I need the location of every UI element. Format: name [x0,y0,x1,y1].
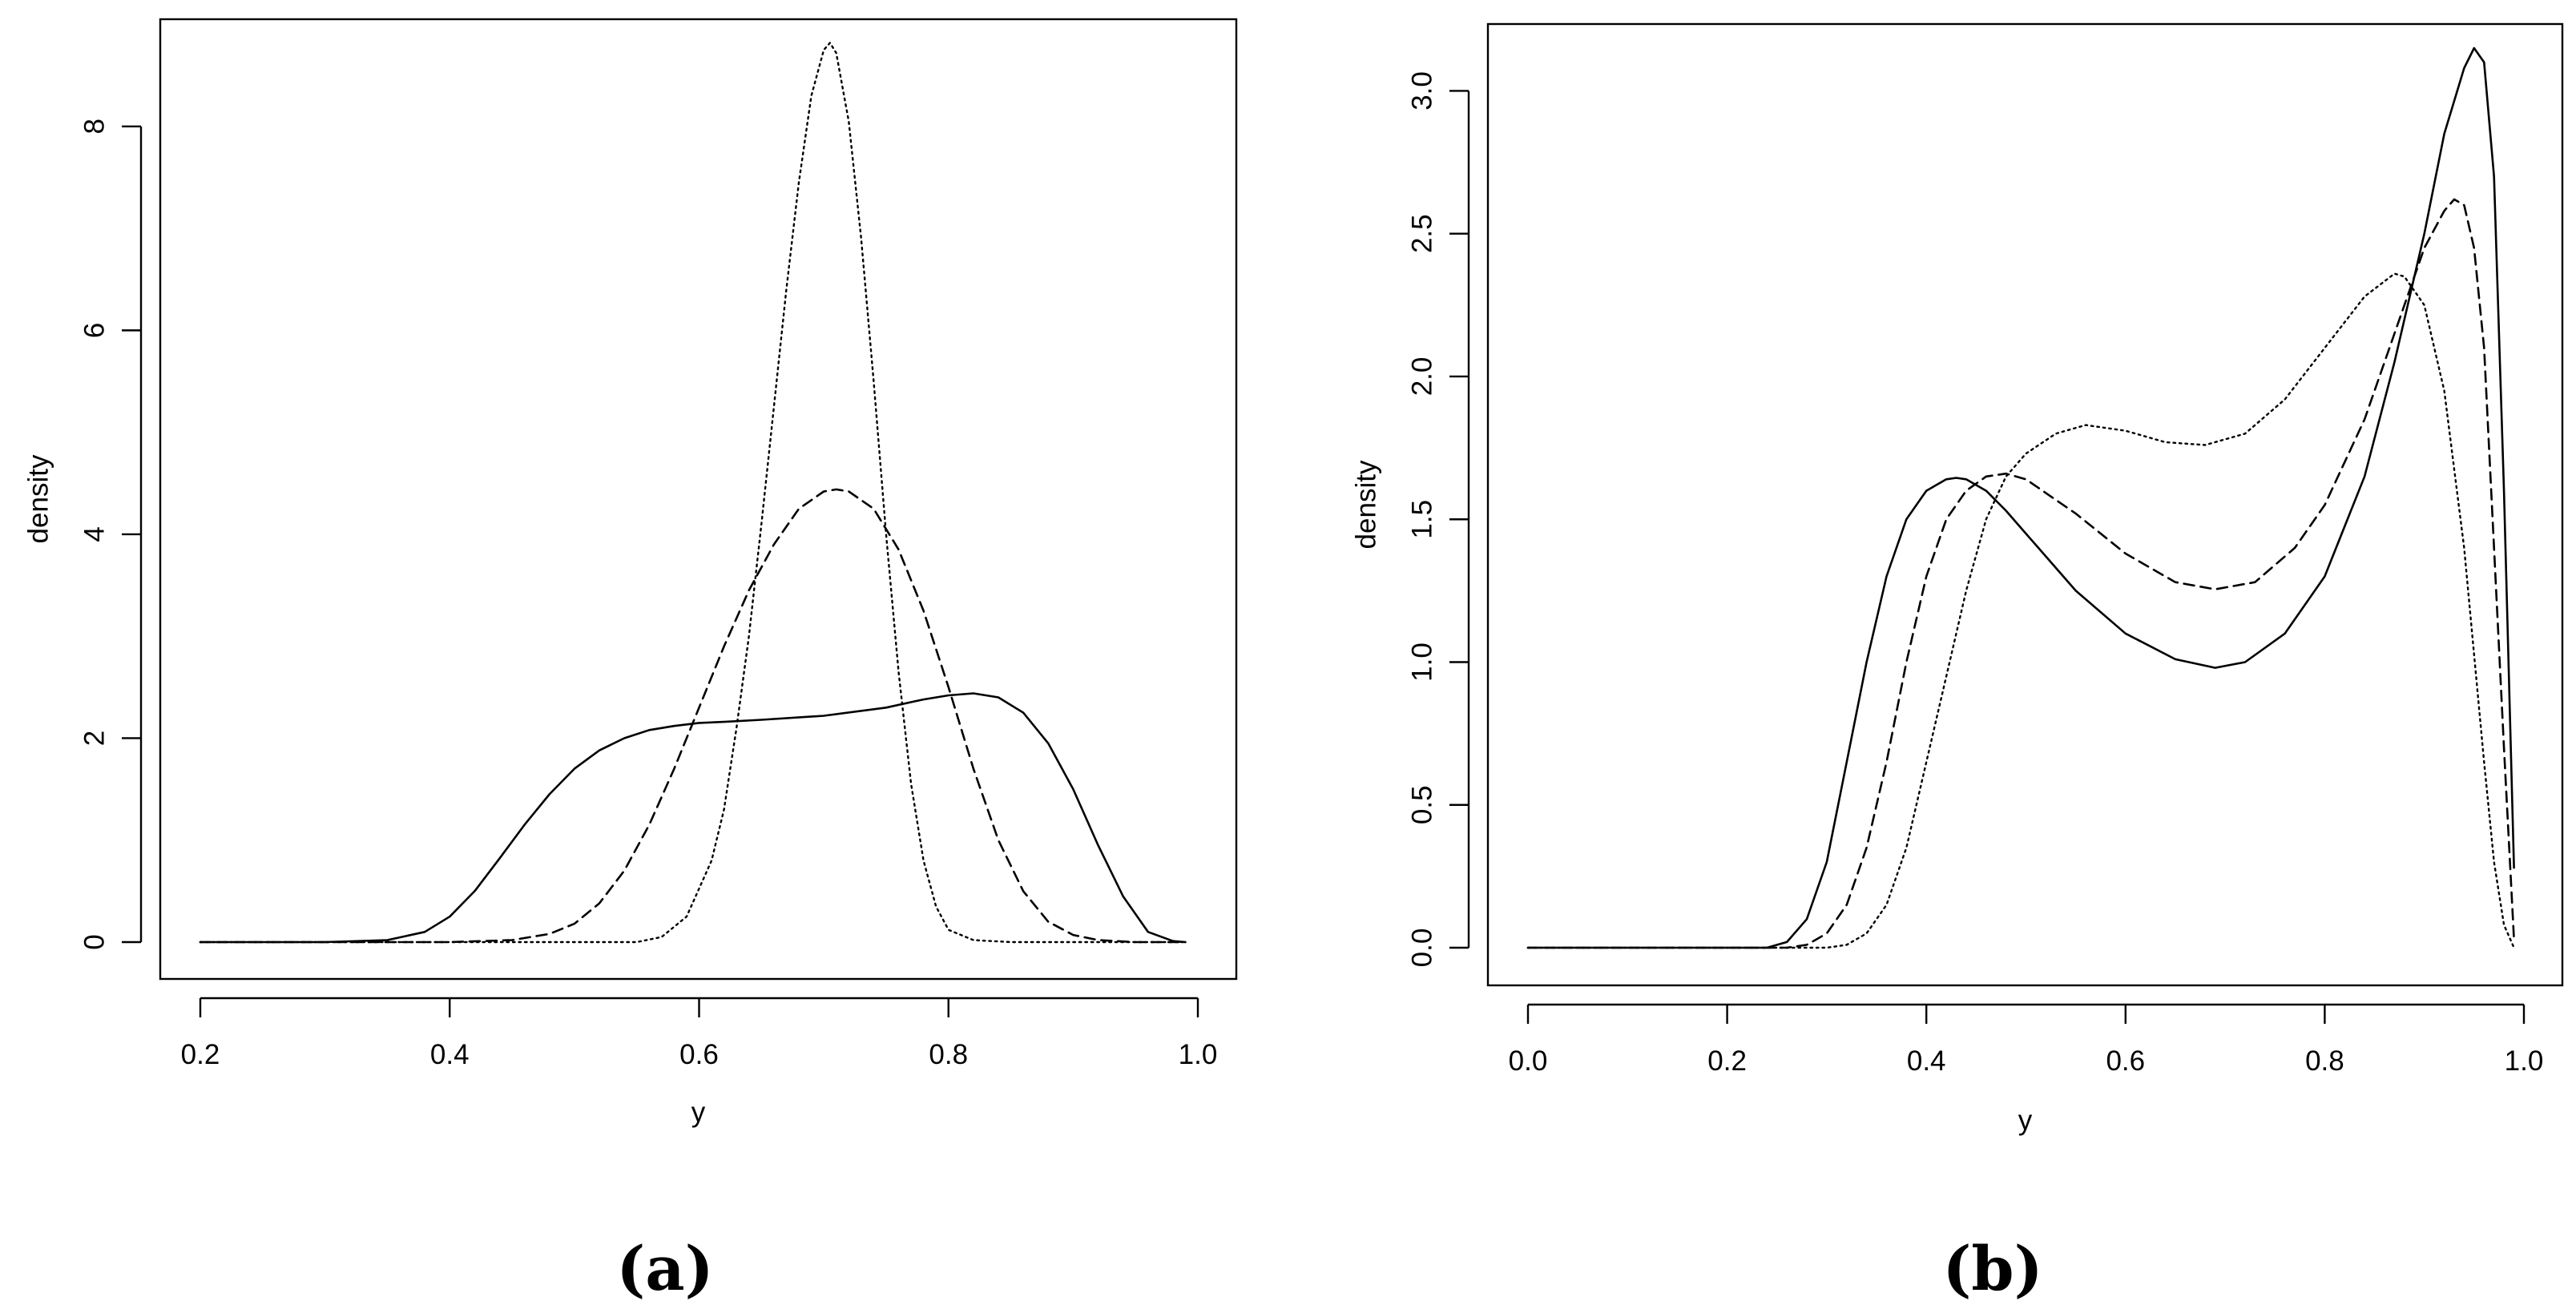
x-tick-label: 0.4 [430,1039,470,1070]
panel-caption: (b) [1942,1233,2042,1304]
y-tick-label: 0.0 [1407,928,1438,968]
y-tick-label: 3.0 [1407,71,1438,111]
series-line-dashed [199,488,1187,944]
y-axis-label: density [1351,460,1382,549]
x-axis-label: y [691,1097,706,1128]
series-line-solid [199,692,1187,944]
y-tick-label: 0.5 [1407,785,1438,824]
panel-b: 0.0 0.2 0.4 0.6 0.8 1.0 0.0 0.5 1.0 1.5 2.0 2.5 3.0 y… [1351,22,2564,1304]
x-tick-label: 0.6 [679,1039,719,1070]
y-tick-label: 8 [79,119,111,134]
plot-frame [1486,22,2564,987]
x-tick-label: 0.6 [2106,1045,2145,1077]
panel-a: 0.2 0.4 0.6 0.8 1.0 0 2 4 6 8 y density (a) [23,18,1238,1304]
x-tick-label: 0.0 [1509,1045,1548,1077]
x-tick-label: 1.0 [1179,1039,1218,1070]
y-tick-label: 1.0 [1407,642,1438,682]
series-line-dotted [1526,272,2515,949]
x-tick-label: 0.2 [181,1039,220,1070]
y-tick-label: 2.5 [1407,214,1438,253]
y-tick-label: 2 [79,731,111,746]
x-tick-label: 0.8 [2305,1045,2344,1077]
x-tick-label: 0.2 [1707,1045,1747,1077]
plot-frame [159,18,1238,981]
panel-caption: (a) [616,1233,713,1304]
x-tick-label: 1.0 [2505,1045,2544,1077]
y-tick-label: 2.0 [1407,357,1438,397]
series-line-solid [1526,46,2515,949]
x-tick-label: 0.4 [1907,1045,1946,1077]
y-tick-label: 1.5 [1407,500,1438,539]
y-tick-label: 0 [79,934,111,949]
x-tick-label: 0.8 [929,1039,968,1070]
x-axis-label: y [2018,1105,2033,1136]
y-axis-label: density [23,454,54,543]
series-line-dashed [1526,198,2515,949]
y-tick-label: 4 [79,526,111,542]
y-tick-label: 6 [79,323,111,338]
series-line-dotted [199,42,1187,944]
